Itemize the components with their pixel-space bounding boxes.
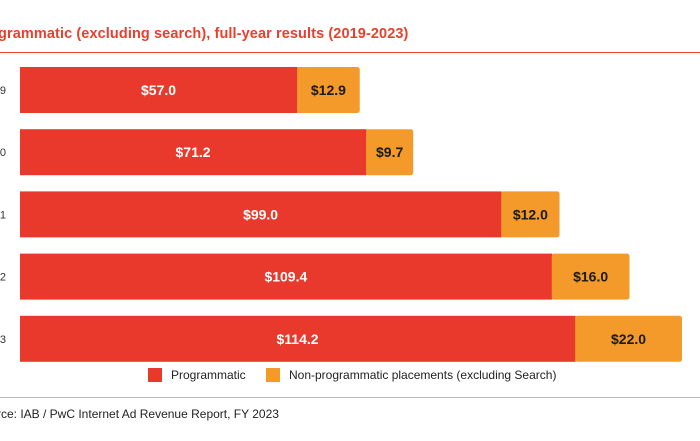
bar-segment-non-programmatic xyxy=(297,67,360,113)
bar-segment-non-programmatic xyxy=(501,191,560,238)
title-divider xyxy=(0,52,700,53)
data-label-programmatic: $71.2 xyxy=(176,144,211,160)
source-divider xyxy=(0,397,700,398)
data-label-non-programmatic: $9.7 xyxy=(376,144,403,160)
data-label-programmatic: $99.0 xyxy=(243,206,278,222)
chart-title: grammatic (excluding search), full-year … xyxy=(0,26,409,42)
legend-label-non-programmatic: Non-programmatic placements (excluding S… xyxy=(289,368,557,382)
bar-segment-programmatic xyxy=(20,67,298,113)
bar-segment-non-programmatic xyxy=(366,129,414,176)
chart-legend: Programmatic Non-programmatic placements… xyxy=(0,368,700,386)
data-label-programmatic: $109.4 xyxy=(264,269,307,285)
year-tick-label: 2 xyxy=(0,272,6,284)
bar-segment-programmatic xyxy=(20,129,367,176)
bar-segment-programmatic xyxy=(20,253,553,300)
year-tick-label: 9 xyxy=(0,85,6,97)
data-label-non-programmatic: $12.9 xyxy=(311,82,346,98)
data-label-non-programmatic: $16.0 xyxy=(573,269,608,285)
year-tick-label: 1 xyxy=(0,209,6,221)
year-tick-label: 3 xyxy=(0,334,6,346)
data-label-non-programmatic: $12.0 xyxy=(513,206,548,222)
legend-item-non-programmatic: Non-programmatic placements (excluding S… xyxy=(266,368,556,382)
legend-label-programmatic: Programmatic xyxy=(171,368,246,382)
data-label-programmatic: $57.0 xyxy=(141,82,176,98)
bar-segment-programmatic xyxy=(20,315,576,362)
source-note: rce: IAB / PwC Internet Ad Revenue Repor… xyxy=(0,407,279,421)
legend-swatch-programmatic xyxy=(148,368,162,382)
year-tick-label: 20 xyxy=(0,147,6,159)
data-label-non-programmatic: $22.0 xyxy=(611,331,646,347)
bar-segment-non-programmatic xyxy=(551,253,630,300)
bar-segment-non-programmatic xyxy=(575,315,682,362)
legend-item-programmatic: Programmatic xyxy=(148,368,246,382)
bar-segment-programmatic xyxy=(20,191,502,238)
data-label-programmatic: $114.2 xyxy=(277,331,319,347)
legend-swatch-non-programmatic xyxy=(266,368,280,382)
